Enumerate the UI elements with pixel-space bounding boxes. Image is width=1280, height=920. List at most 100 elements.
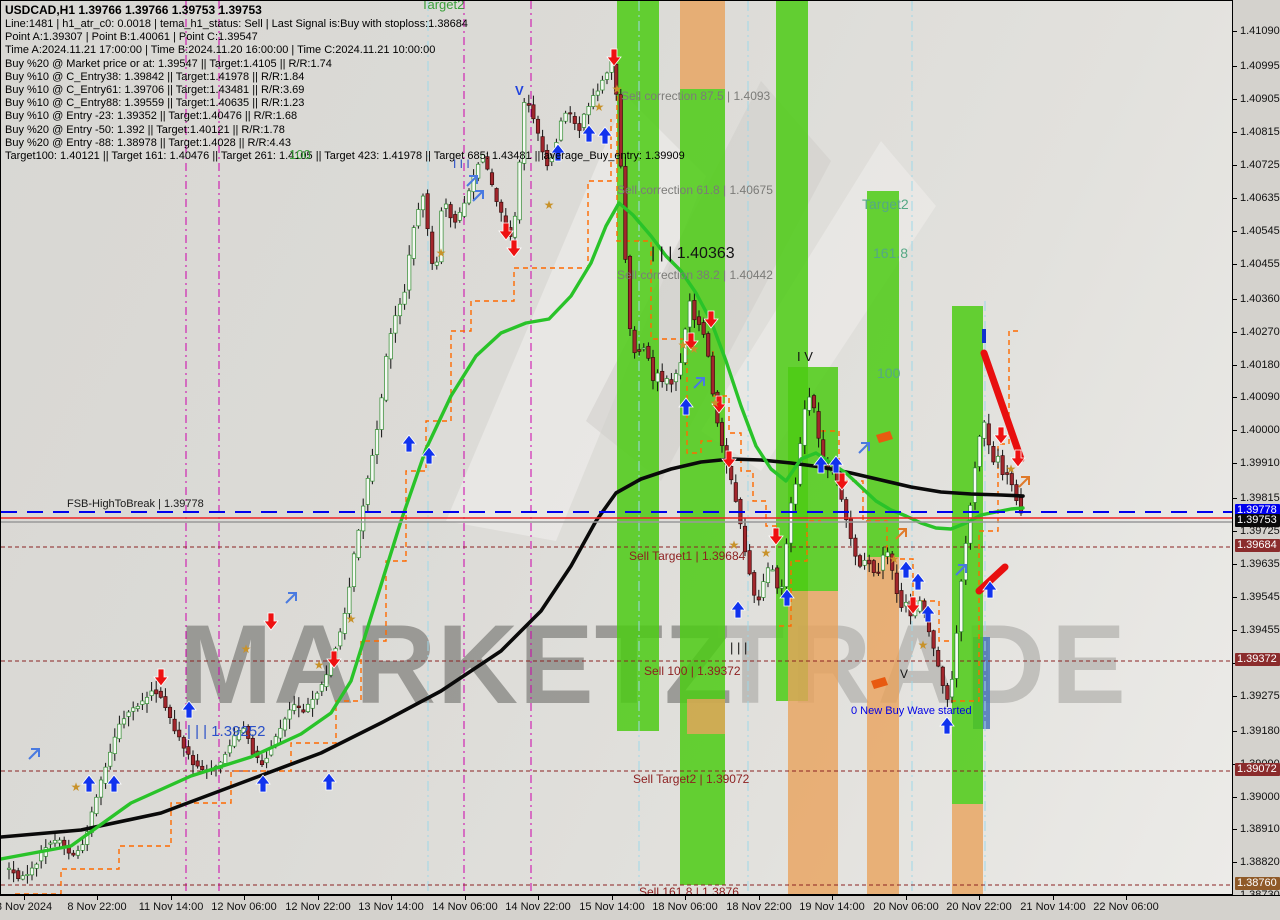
bull-candle — [793, 483, 798, 505]
bull-candle — [903, 601, 909, 607]
bull-candle — [57, 839, 62, 844]
indicator-info-block: USDCAD,H1 1.39766 1.39766 1.39753 1.3975… — [5, 3, 685, 163]
price-tick-label: 1.40090 — [1240, 391, 1280, 403]
sell-arrow-icon — [498, 222, 514, 241]
time-tick-label: 12 Nov 06:00 — [211, 901, 277, 913]
bear-candle — [867, 559, 872, 565]
price-tick-label: 1.40995 — [1240, 60, 1280, 72]
bull-candle — [287, 709, 292, 720]
signal-arrow-outline-icon — [285, 592, 297, 604]
bear-candle — [177, 729, 182, 738]
info-line-1: Line:1481 | h1_atr_c0: 0.0018 | tema_h1_… — [5, 18, 468, 30]
bull-candle — [784, 543, 789, 587]
chart-label-18: Target2 — [862, 196, 909, 212]
chart-label-12: I V — [797, 349, 813, 364]
chart-label-11: | | | — [730, 640, 748, 655]
star-icon: ★ — [1006, 462, 1017, 476]
bull-candle — [664, 378, 669, 385]
sell-arrow-icon — [711, 395, 727, 414]
time-tick-mark — [1126, 896, 1127, 900]
time-scale[interactable]: 8 Nov 2024 8 Nov 22:00 11 Nov 14:00 12 Nov … — [0, 895, 1280, 920]
bear-candle — [945, 685, 950, 700]
price-tick-label: 1.39725 — [1240, 525, 1280, 537]
price-tick-label: 1.39545 — [1240, 591, 1280, 603]
time-tick-mark — [1053, 896, 1054, 900]
price-level-badge: 1.39684 — [1235, 539, 1280, 552]
bull-candle — [388, 333, 393, 360]
bull-candle — [315, 692, 320, 700]
info-line-3: Time A:2024.11.21 17:00:00 | Time B:2024… — [5, 44, 436, 57]
bull-candle — [765, 567, 771, 584]
bull-candle — [292, 704, 297, 711]
bull-candle — [39, 852, 44, 862]
time-tick-mark — [171, 896, 172, 900]
bull-candle — [319, 684, 324, 692]
bear-candle — [646, 345, 651, 359]
star-icon: ★ — [689, 342, 700, 356]
bull-candle — [591, 95, 596, 107]
bull-candle — [802, 408, 807, 446]
price-level-badge: 1.39753 — [1235, 514, 1280, 527]
bear-candle — [1009, 473, 1014, 486]
price-tick-label: 1.40815 — [1240, 126, 1280, 138]
bear-candle — [494, 188, 499, 202]
time-tick-mark — [465, 896, 466, 900]
price-tick-label: 1.38820 — [1240, 856, 1280, 868]
bull-candle — [25, 874, 30, 876]
sell-arrow-icon — [326, 650, 342, 669]
sell-arrow-icon — [834, 472, 850, 491]
trailing-stop-line — [779, 520, 821, 627]
bull-candle — [788, 502, 794, 544]
price-scale[interactable]: 1.41090 1.40995 1.40905 1.40815 1.40725 1.406… — [1233, 0, 1280, 901]
bull-candle — [779, 586, 784, 589]
buy-arrow-icon — [401, 434, 417, 453]
signal-arrow-outline-icon — [472, 190, 484, 202]
time-tick-label: 22 Nov 06:00 — [1093, 901, 1159, 913]
bull-candle — [968, 505, 973, 544]
star-icon: ★ — [710, 396, 721, 410]
bear-candle — [733, 482, 738, 502]
bull-candle — [558, 120, 564, 141]
price-tick-label: 1.40905 — [1240, 93, 1280, 105]
bear-candle — [1000, 455, 1005, 475]
bull-candle — [807, 396, 812, 411]
bear-candle — [577, 123, 582, 131]
info-line-5: Buy %10 @ C_Entry38: 1.39842 || Target:1… — [5, 70, 305, 83]
price-tick-label: 1.40635 — [1240, 192, 1280, 204]
bull-candle — [103, 766, 108, 784]
bull-candle — [264, 757, 269, 764]
price-tick-mark — [1233, 99, 1237, 100]
price-tick-label: 1.39180 — [1240, 725, 1280, 737]
trailing-stop-line — [712, 351, 779, 527]
demand-zone — [680, 89, 725, 885]
bull-candle — [80, 844, 85, 851]
bear-candle — [545, 149, 550, 167]
buy-arrow-icon — [730, 600, 746, 619]
buy-arrow-icon — [181, 700, 197, 719]
time-tick-mark — [612, 896, 613, 900]
time-tick-label: 8 Nov 22:00 — [67, 901, 127, 913]
bear-candle — [637, 349, 642, 352]
bear-candle — [430, 231, 435, 264]
price-level-badge: 1.38760 — [1235, 877, 1280, 890]
signal-arrow-outline-icon — [693, 377, 705, 389]
time-tick-label: 18 Nov 06:00 — [652, 901, 718, 913]
price-level-badge: 1.39778 — [1235, 504, 1280, 517]
time-tick-label: 18 Nov 22:00 — [726, 901, 792, 913]
bull-candle — [673, 373, 679, 383]
bear-candle — [158, 690, 163, 698]
supply-zone — [788, 591, 838, 894]
buy-arrow-icon — [813, 455, 829, 474]
chart-label-6: Sell 100 | 1.39372 — [644, 664, 741, 678]
time-tick-mark — [318, 896, 319, 900]
bull-candle — [397, 303, 403, 317]
chart-label-3: | | | 1.40363 — [651, 245, 735, 262]
trailing-stop-line — [616, 96, 713, 454]
bear-candle — [650, 357, 656, 381]
chart-plot-area[interactable]: MARKETZ TRADE ★ ★ ★ ★ ★ ★ ★ ★ ★ ★ ★ ★ ★ ★ ★ ★ USDCAD,H1 1… — [0, 0, 1233, 895]
bull-candle — [29, 867, 35, 876]
bear-candle — [16, 870, 21, 880]
bull-candle — [365, 478, 370, 505]
bear-candle — [526, 103, 531, 106]
